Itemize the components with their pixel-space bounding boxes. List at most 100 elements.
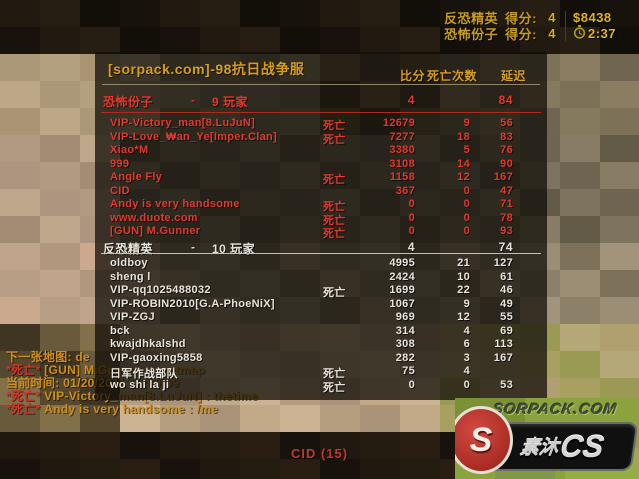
mosaic-cell — [240, 405, 280, 432]
player-name: VIP-ZGJ — [110, 311, 155, 323]
player-row: wo shi la ji 死亡 0 0 53 — [95, 379, 547, 394]
player-dead-tag: 死亡 — [323, 120, 346, 132]
mosaic-cell — [40, 243, 80, 270]
player-deaths: 9 — [463, 297, 470, 310]
mosaic-cell — [360, 405, 400, 432]
mosaic-cell — [280, 459, 320, 479]
player-score: 0 — [408, 198, 415, 210]
player-name: oldboy — [110, 257, 148, 269]
player-latency: 47 — [500, 184, 513, 197]
mosaic-cell — [40, 351, 80, 378]
sorpack-watermark: SORPACK.COM 素沐 CS S — [455, 398, 639, 479]
mosaic-cell — [560, 243, 600, 270]
mosaic-cell — [600, 216, 639, 243]
mosaic-cell — [120, 432, 160, 459]
mosaic-cell — [0, 189, 40, 216]
player-name: Andy is very handsome — [110, 198, 240, 210]
mosaic-cell — [0, 0, 40, 27]
mosaic-cell — [0, 405, 40, 432]
player-latency: 90 — [500, 157, 513, 170]
mosaic-cell — [40, 108, 80, 135]
player-row: 日军作战部队 死亡 75 4 — [95, 365, 547, 380]
player-row: www.duote.com 死亡 0 0 78 — [95, 211, 547, 227]
chat-message: 下一张地图: de — [6, 350, 91, 364]
player-latency: 167 — [493, 171, 513, 183]
player-dead-tag: 死亡 — [323, 214, 346, 227]
mosaic-cell — [160, 0, 200, 27]
player-score: 7277 — [389, 130, 415, 143]
player-row: VIP-ZGJ 969 12 55 — [95, 311, 547, 325]
player-dead-tag: 死亡 — [323, 133, 346, 146]
mosaic-cell — [560, 0, 600, 27]
hud-ct-team-label: 反恐精英 — [444, 11, 499, 26]
mosaic-cell — [600, 270, 639, 297]
hud-t-score-row: 恐怖份子 得分: 4 — [444, 26, 556, 42]
mosaic-cell — [0, 135, 40, 162]
mosaic-cell — [0, 378, 40, 405]
player-row: VIP-Love_₩an_Ye[Imper.Clan] 死亡 7277 18 83 — [95, 130, 547, 146]
player-latency: 61 — [500, 270, 513, 283]
team-dash: - — [191, 240, 196, 254]
mosaic-cell — [560, 216, 600, 243]
mosaic-cell — [120, 0, 160, 27]
mosaic-cell — [0, 351, 40, 378]
mosaic-cell — [600, 135, 639, 162]
player-dead-tag: 死亡 — [323, 287, 346, 299]
mosaic-cell — [200, 0, 240, 27]
team-underline — [101, 253, 541, 254]
player-dead-tag: 死亡 — [323, 368, 346, 380]
money-value: $8438 — [573, 10, 612, 25]
player-deaths: 9 — [463, 117, 470, 129]
player-latency: 167 — [493, 351, 513, 364]
mosaic-cell — [0, 270, 40, 297]
player-latency: 127 — [493, 257, 513, 269]
hud-t-score-label: 得分: — [505, 27, 537, 42]
player-deaths: 5 — [463, 144, 470, 156]
player-score: 12679 — [382, 117, 415, 129]
player-deaths: 3 — [463, 351, 470, 364]
mosaic-cell — [80, 0, 120, 27]
player-latency: 113 — [494, 338, 513, 350]
team-name: 恐怖份子 — [103, 95, 154, 109]
mosaic-cell — [320, 459, 360, 479]
mosaic-cell — [80, 459, 120, 479]
mosaic-cell — [0, 27, 40, 54]
player-latency: 49 — [500, 297, 513, 310]
player-name: 999 — [110, 157, 130, 170]
mosaic-cell — [40, 216, 80, 243]
mosaic-cell — [0, 324, 40, 351]
mosaic-cell — [240, 0, 280, 27]
player-latency: 83 — [500, 130, 513, 143]
player-name: 日军作战部队 — [110, 368, 178, 380]
column-header-latency: 延迟 — [501, 69, 527, 83]
mosaic-cell — [480, 0, 520, 27]
mosaic-cell — [240, 459, 280, 479]
mosaic-cell — [560, 162, 600, 189]
player-row: Xiao*M 3380 5 76 — [95, 144, 547, 158]
mosaic-cell — [40, 297, 80, 324]
player-latency: 78 — [500, 211, 513, 224]
mosaic-cell — [0, 108, 40, 135]
player-row: Angle Fly 死亡 1158 12 167 — [95, 171, 547, 186]
player-name: www.duote.com — [110, 211, 198, 224]
team-name: 反恐精英 — [103, 242, 154, 256]
mosaic-cell — [40, 432, 80, 459]
player-deaths: 0 — [463, 211, 470, 224]
mosaic-cell — [560, 81, 600, 108]
player-row: bck 314 4 69 — [95, 325, 547, 339]
player-row: 999 3108 14 90 — [95, 158, 547, 172]
mosaic-cell — [40, 27, 80, 54]
player-score: 282 — [395, 351, 415, 364]
player-deaths: 0 — [463, 225, 470, 237]
mosaic-cell — [400, 27, 440, 54]
logo-site-text: SORPACK.COM — [491, 401, 619, 418]
player-row: VIP-qq1025488032 死亡 1699 22 46 — [95, 284, 547, 299]
scoreboard-panel: [sorpack.com]-98抗日战争服 比分 死亡次数 延迟 恐怖份子 - 9 … — [95, 52, 547, 400]
team-header: 恐怖份子 - 9 玩家 4 84 — [95, 93, 547, 109]
team-dash: - — [191, 93, 196, 107]
chat-death-prefix: *死亡* — [6, 402, 41, 416]
timer-value: 2:37 — [588, 26, 617, 41]
player-row: CID 367 0 47 — [95, 185, 547, 199]
mosaic-cell — [400, 432, 440, 459]
